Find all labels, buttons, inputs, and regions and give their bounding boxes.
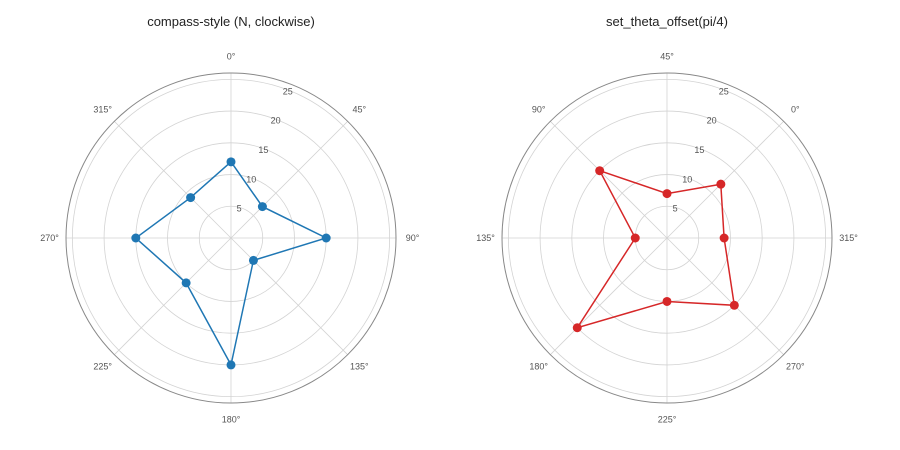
theta-tick-label: 135° [476,233,495,243]
r-tick-label: 5 [237,204,242,214]
theta-gridline [666,121,784,239]
theta-tick-label: 45° [353,105,367,115]
data-point [226,360,236,370]
polar-frame [501,72,833,404]
data-point [662,189,672,199]
data-point [630,233,640,243]
r-tick-label: 5 [673,204,678,214]
theta-gridline [230,237,348,355]
theta-tick-label: 225° [93,361,112,371]
theta-tick-label: 225° [658,415,677,425]
theta-tick-label: 90° [406,233,420,243]
r-tick-label: 20 [707,116,717,126]
data-point [572,323,582,333]
theta-gridline [550,121,668,239]
r-tick-label: 15 [694,145,704,155]
theta-tick-label: 180° [529,361,548,371]
r-tick-label: 15 [258,145,268,155]
compass-radar-chart: compass-style (N, clockwise) 0° 45° 90° 135… [40,14,420,425]
theta-gridline [550,237,668,355]
theta-tick-label: 0° [791,105,800,115]
theta-tick-label: 90° [532,105,546,115]
chart-title: set_theta_offset(pi/4) [606,14,728,29]
data-point [181,278,191,288]
r-tick-label: 10 [682,174,692,184]
data-point [595,166,605,176]
polar-frame [65,72,397,404]
theta-tick-label: 45° [660,52,674,62]
theta-gridline [114,121,232,239]
data-point [662,296,672,306]
theta-tick-label: 270° [40,233,59,243]
data-point [729,300,739,310]
offset-radar-chart: set_theta_offset(pi/4) 0° 45° 90° 135° 180° 2… [476,14,858,425]
r-tick-label: 25 [283,86,293,96]
data-point [226,157,236,167]
data-point [257,202,267,212]
chart-title: compass-style (N, clockwise) [147,14,315,29]
polar-grid [501,72,833,404]
data-point [716,179,726,189]
r-tick-label: 25 [719,86,729,96]
data-point [321,233,331,243]
theta-tick-label: 0° [227,52,236,62]
theta-gridline [230,121,348,239]
data-point [248,255,258,265]
data-point [131,233,141,243]
theta-gridline [666,237,784,355]
polar-grid [65,72,397,404]
theta-tick-label: 315° [839,233,858,243]
data-point [719,233,729,243]
r-tick-label: 20 [271,116,281,126]
theta-tick-label: 180° [222,415,241,425]
data-point [186,193,196,203]
r-tick-label: 10 [246,174,256,184]
theta-gridline [114,237,232,355]
theta-tick-label: 135° [350,361,369,371]
theta-tick-label: 270° [786,361,805,371]
theta-tick-label: 315° [93,105,112,115]
